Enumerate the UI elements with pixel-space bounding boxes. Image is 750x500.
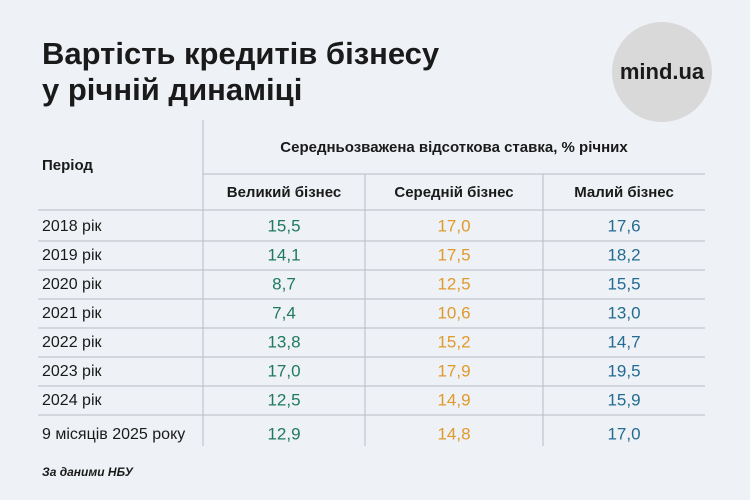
value-cell: 12,5 bbox=[437, 274, 470, 293]
value-cell: 19,5 bbox=[607, 361, 640, 380]
period-header: Період bbox=[42, 157, 93, 174]
logo-circle bbox=[612, 22, 712, 122]
value-cell: 8,7 bbox=[272, 274, 296, 293]
value-cell: 15,5 bbox=[267, 216, 300, 235]
value-cell: 17,5 bbox=[437, 245, 470, 264]
title-line: у річній динаміці bbox=[42, 72, 302, 107]
period-cell: 2019 рік bbox=[42, 247, 102, 264]
value-cell: 14,8 bbox=[437, 424, 470, 443]
source: За даними НБУ bbox=[42, 465, 134, 479]
value-cell: 17,0 bbox=[267, 361, 300, 380]
value-cell: 12,5 bbox=[267, 390, 300, 409]
value-cell: 17,0 bbox=[607, 424, 640, 443]
value-cell: 18,2 bbox=[607, 245, 640, 264]
column-header: Малий бізнес bbox=[574, 184, 674, 201]
value-cell: 14,7 bbox=[607, 332, 640, 351]
period-cell: 2022 рік bbox=[42, 334, 102, 351]
column-header: Середній бізнес bbox=[394, 184, 513, 201]
value-cell: 17,9 bbox=[437, 361, 470, 380]
period-cell: 2021 рік bbox=[42, 305, 102, 322]
value-cell: 13,0 bbox=[607, 303, 640, 322]
value-cell: 15,9 bbox=[607, 390, 640, 409]
value-cell: 17,6 bbox=[607, 216, 640, 235]
period-cell: 2018 рік bbox=[42, 218, 102, 235]
value-cell: 15,2 bbox=[437, 332, 470, 351]
title-line: Вартість кредитів бізнесу bbox=[42, 36, 440, 71]
value-cell: 14,9 bbox=[437, 390, 470, 409]
value-cell: 17,0 bbox=[437, 216, 470, 235]
value-cell: 12,9 bbox=[267, 424, 300, 443]
value-cell: 10,6 bbox=[437, 303, 470, 322]
logo: mind.ua bbox=[620, 59, 705, 84]
period-cell: 2024 рік bbox=[42, 392, 102, 409]
period-cell: 2020 рік bbox=[42, 276, 102, 293]
value-cell: 13,8 bbox=[267, 332, 300, 351]
value-cell: 7,4 bbox=[272, 303, 296, 322]
period-cell: 9 місяців 2025 року bbox=[42, 426, 185, 443]
value-cell: 14,1 bbox=[267, 245, 300, 264]
column-header: Великий бізнес bbox=[227, 184, 341, 201]
group-header: Середньозважена відсоткова ставка, % річ… bbox=[280, 139, 628, 156]
period-cell: 2023 рік bbox=[42, 363, 102, 380]
value-cell: 15,5 bbox=[607, 274, 640, 293]
